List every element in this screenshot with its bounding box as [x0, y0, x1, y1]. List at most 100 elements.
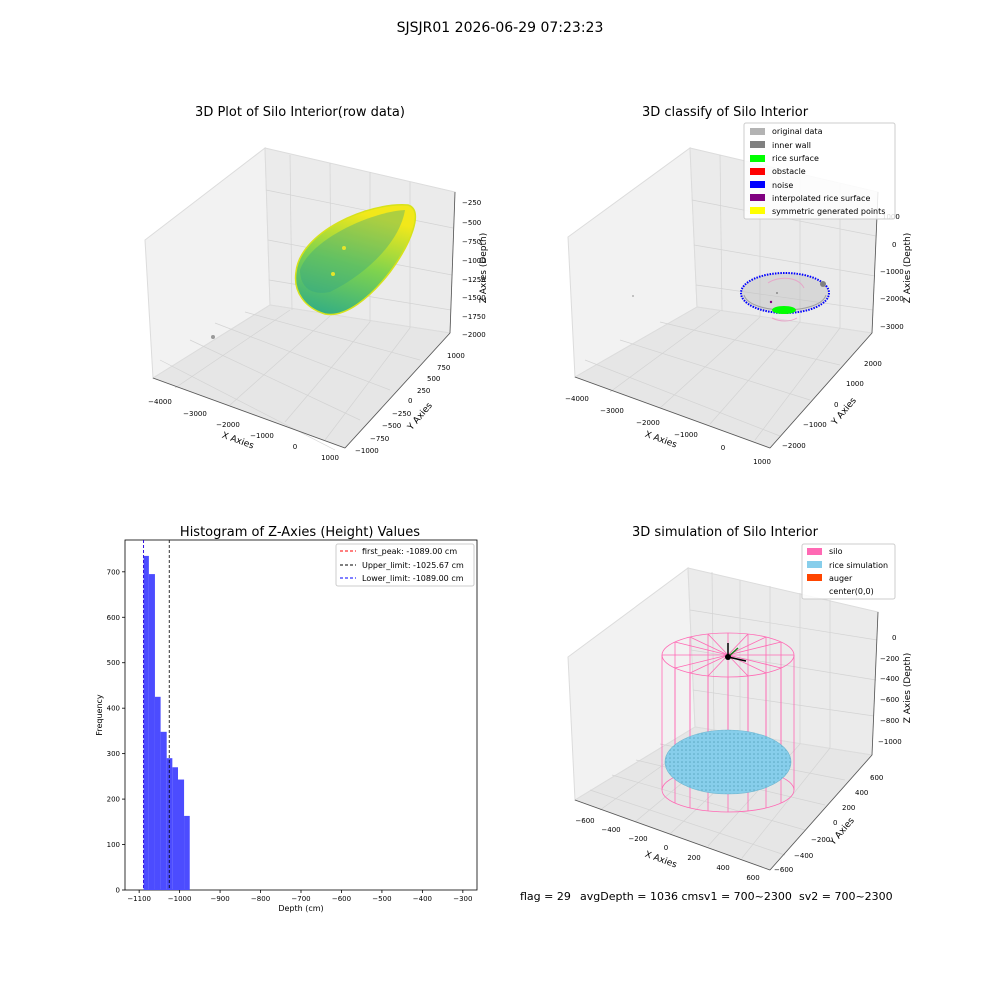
simulation-z-axis: 0 −200 −400 −600 −800 −1000 Z Axies (Dep… — [871, 611, 913, 756]
simulation-z-tick-label: −600 — [880, 696, 899, 704]
classify-y-tick-label: 2000 — [864, 360, 882, 368]
classify-x-tick-label: −3000 — [600, 407, 624, 415]
simulation-z-tick-label: 0 — [892, 634, 896, 642]
legend-swatch-interpolated-rice-surface — [750, 194, 765, 201]
raw-x-tick-label: −3000 — [183, 410, 207, 418]
simulation-y-axis-label: Y Axies — [828, 816, 857, 848]
simulation-y-tick-label: −600 — [774, 866, 793, 874]
histogram-x-ticks: −1100 −1000 −900 −800 −700 −600 −500 −400 −300 — [127, 890, 472, 903]
histogram-y-tick-label: 300 — [107, 750, 120, 758]
raw-3d-points — [211, 246, 346, 339]
raw-y-tick-label: 0 — [408, 397, 412, 405]
classify-inner-wall-arc — [767, 277, 805, 289]
classify-legend: original data inner wall rice surface ob… — [743, 122, 896, 220]
raw-surface-point — [331, 272, 335, 276]
simulation-z-tick-label: −1000 — [878, 738, 902, 746]
legend-swatch-auger — [807, 574, 822, 581]
classify-x-tick-label: −1000 — [674, 431, 698, 439]
classify-original-point — [776, 292, 778, 294]
classify-y-tick-label: −1000 — [803, 421, 827, 429]
raw-y-tick-label: 750 — [437, 364, 450, 372]
legend-label-interpolated-rice-surface: interpolated rice surface — [772, 194, 870, 203]
histogram-y-tick-label: 400 — [107, 705, 120, 713]
classify-z-tick-label: 0 — [892, 241, 896, 249]
raw-x-tick-label: −4000 — [148, 398, 172, 406]
classify-y-tick-label: 0 — [834, 401, 838, 409]
raw-z-tick-label: −750 — [462, 238, 481, 246]
raw-z-tick-label: −1500 — [462, 294, 486, 302]
legend-label-symmetric-generated-points: symmetric generated points — [772, 207, 885, 216]
simulation-z-axis-label: Z Axies (Depth) — [903, 653, 913, 724]
raw-z-tick-label: −1750 — [462, 313, 486, 321]
status-flag: flag = 29 — [520, 890, 571, 903]
legend-label-inner-wall: inner wall — [772, 141, 811, 150]
status-sv2: sv2 = 700~2300 — [799, 890, 893, 903]
auger-axis-x — [727, 656, 747, 662]
histogram-legend: first_peak: -1089.00 cm Upper_limit: -10… — [335, 543, 475, 587]
histogram-bar — [143, 555, 149, 890]
raw-3d-plot-title: 3D Plot of Silo Interior(row data) — [195, 105, 405, 120]
simulation-x-tick-label: 400 — [716, 864, 729, 872]
figure-suptitle: SJSJR01 2026-06-29 07:23:23 — [397, 20, 604, 36]
classify-3d-plot-title: 3D classify of Silo Interior — [642, 105, 809, 120]
raw-bowl-inner-rim — [300, 210, 405, 293]
legend-swatch-inner-wall — [750, 141, 765, 148]
classify-z-tick-label: −1000 — [880, 268, 904, 276]
legend-label-first-peak: first_peak: -1089.00 cm — [362, 547, 457, 556]
histogram-y-tick-label: 200 — [107, 796, 120, 804]
legend-swatch-silo — [807, 548, 822, 555]
raw-3d-plot-panel: 3D Plot of Silo Interior(row data) — [144, 105, 489, 462]
raw-z-tick-label: −500 — [462, 219, 481, 227]
classify-x-axis-label: X Axies — [643, 430, 678, 451]
raw-bowl-shape — [294, 204, 417, 316]
simulation-z-tick-label: −400 — [880, 675, 899, 683]
simulation-y-tick-label: −400 — [794, 852, 813, 860]
histogram-x-tick-label: −900 — [210, 895, 229, 903]
raw-y-tick-label: −750 — [370, 435, 389, 443]
raw-x-tick-label: 1000 — [321, 454, 339, 462]
raw-x-tick-label: 0 — [293, 443, 297, 451]
simulation-rice-surface — [664, 729, 792, 795]
raw-z-tick-label: −1000 — [462, 257, 486, 265]
raw-z-tick-label: −1250 — [462, 276, 486, 284]
raw-x-tick-label: −2000 — [216, 421, 240, 429]
histogram-bar — [184, 815, 190, 890]
histogram-y-ticks: 0 100 200 300 400 500 600 700 — [107, 568, 125, 895]
classify-original-point — [632, 295, 634, 297]
simulation-x-tick-label: −400 — [601, 826, 620, 834]
classify-z-axis-label: Z Axies (Depth) — [903, 233, 913, 304]
simulation-y-tick-label: 0 — [833, 819, 837, 827]
histogram-reference-lines — [143, 540, 170, 890]
histogram-x-tick-label: −500 — [372, 895, 391, 903]
raw-y-tick-label: 500 — [427, 375, 440, 383]
simulation-x-tick-label: 600 — [746, 874, 759, 882]
legend-label-original-data: original data — [772, 127, 823, 136]
classify-inner-wall-point — [820, 281, 826, 287]
raw-y-tick-label: 1000 — [447, 352, 465, 360]
classify-x-tick-label: −2000 — [636, 419, 660, 427]
legend-swatch-obstacle — [750, 168, 765, 175]
histogram-bars — [143, 555, 190, 890]
rice-simulation-ellipse — [664, 729, 792, 795]
classify-x-tick-label: −4000 — [565, 395, 589, 403]
histogram-title: Histogram of Z-Axies (Height) Values — [180, 525, 420, 540]
legend-label-obstacle: obstacle — [772, 167, 806, 176]
simulation-x-tick-label: 200 — [687, 854, 700, 862]
histogram-legend-frame — [335, 543, 475, 587]
histogram-panel: Histogram of Z-Axies (Height) Values −11… — [95, 525, 478, 913]
raw-z-axis-label: Z Axies (Depth) — [479, 233, 489, 304]
simulation-auger — [725, 643, 747, 662]
histogram-x-tick-label: −300 — [453, 895, 472, 903]
legend-label-noise: noise — [772, 181, 793, 190]
simulation-3d-plot-title: 3D simulation of Silo Interior — [632, 525, 819, 540]
simulation-y-tick-label: −200 — [811, 836, 830, 844]
legend-swatch-rice-simulation — [807, 561, 822, 568]
raw-z-axis: −250 −500 −750 −1000 −1250 −1500 −1750 −… — [449, 191, 489, 339]
legend-label-upper-limit: Upper_limit: -1025.67 cm — [362, 561, 464, 570]
histogram-y-tick-label: 100 — [107, 841, 120, 849]
classify-x-tick-label: 1000 — [753, 458, 771, 466]
simulation-y-tick-label: 600 — [870, 774, 883, 782]
classify-x-tick-label: 0 — [721, 444, 725, 452]
histogram-bar — [160, 731, 167, 890]
simulation-x-axis-label: X Axies — [643, 850, 678, 871]
